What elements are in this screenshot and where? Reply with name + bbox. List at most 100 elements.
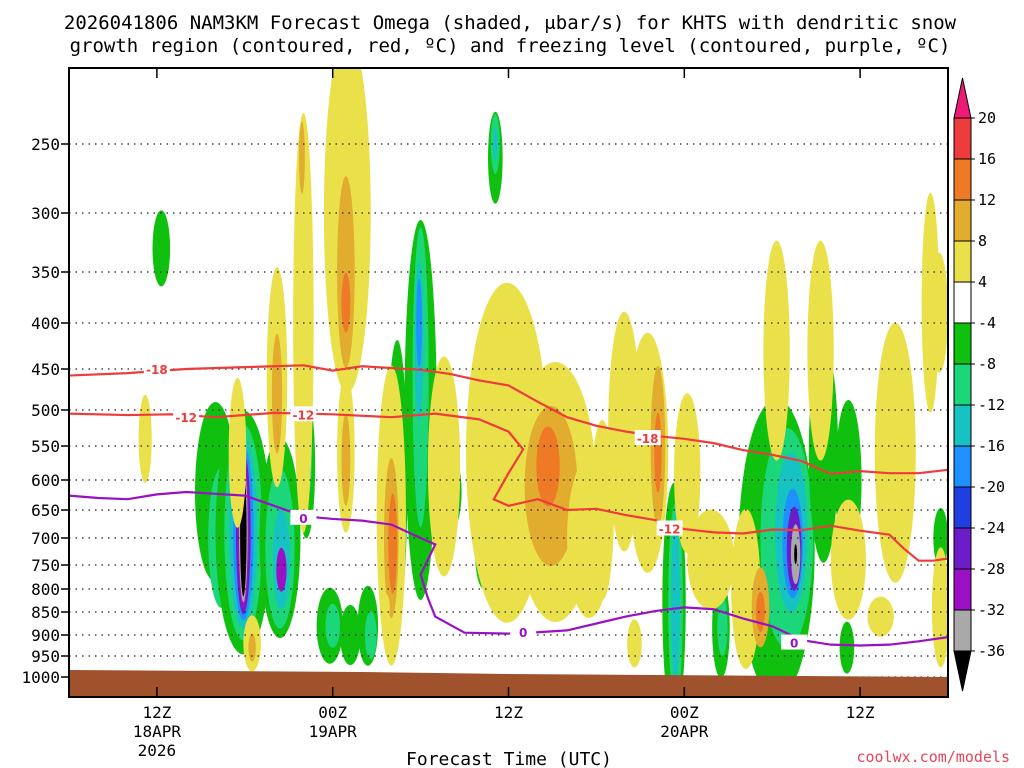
colorbar: 20 16 12 8 4 -4 -8 -12 -16 -20 -24 -28 -32 -36 [953, 77, 1005, 692]
colorbar-segment [953, 486, 972, 529]
omega-cell [388, 493, 398, 594]
omega-cell [341, 413, 351, 506]
omega-cell [839, 621, 855, 674]
ground-layer [69, 670, 948, 697]
omega-cell [756, 592, 765, 632]
contour-label: -18 [637, 432, 659, 446]
omega-cell [807, 240, 834, 461]
colorbar-label: 20 [978, 109, 996, 127]
omega-cell [674, 393, 701, 554]
y-tick-label: 550 [31, 437, 60, 456]
x-tick-label: 12Z [846, 703, 875, 722]
contour-label-bg [634, 430, 661, 446]
colorbar-segment [953, 240, 972, 283]
x-axis-label: Forecast Time (UTC) [406, 749, 612, 768]
x-tick-date: 19APR [309, 722, 358, 741]
colorbar-label: 12 [978, 191, 996, 209]
omega-cell [340, 605, 361, 665]
omega-cell [492, 128, 498, 160]
omega-cell [416, 279, 423, 367]
omega-cell [325, 603, 341, 648]
colorbar-label: -4 [978, 314, 996, 332]
colorbar-segment [953, 445, 972, 488]
contour-label: 0 [790, 637, 798, 651]
dgz-contour-label: -18 [146, 363, 168, 377]
y-tick-label: 850 [31, 603, 60, 622]
y-axis-ticks: 250 300 350 400 450 500 550 600 650 700 750 800 850 9… [21, 135, 69, 687]
y-tick-label: 250 [31, 135, 60, 154]
contour-lines: -18 -12 0 -18 -12 -12 0 0 [69, 361, 948, 651]
colorbar-segment [953, 404, 972, 447]
omega-cell [152, 210, 171, 287]
contour-line [69, 490, 948, 647]
y-tick-label: 400 [31, 314, 60, 333]
colorbar-segment [953, 322, 972, 365]
contour-label-bg [143, 361, 170, 376]
omega-cell [671, 522, 680, 683]
y-tick-label: 650 [31, 501, 60, 520]
omega-cell [337, 176, 355, 368]
colorbar-segment [953, 281, 972, 324]
dgz-contour-label: -12 [175, 411, 197, 425]
contour-line [69, 411, 948, 562]
omega-cell [830, 499, 866, 620]
freezing-level-label: 0 [519, 626, 527, 640]
omega-cell [228, 377, 247, 528]
omega-cell [381, 593, 390, 622]
x-tick-label: 00Z [318, 703, 347, 722]
chart-title-line2: growth region (contoured, red, ºC) and f… [70, 35, 951, 57]
y-tick-label: 900 [31, 626, 60, 645]
omega-cell [867, 596, 894, 637]
y-tick-label: 750 [31, 556, 60, 575]
contour-label-bg [173, 409, 200, 425]
omega-cell [763, 240, 790, 461]
contour-label-bg [510, 623, 537, 639]
colorbar-segment [953, 609, 972, 652]
contour-line [69, 364, 948, 476]
omega-cell [654, 412, 662, 493]
colorbar-label: -36 [978, 642, 1005, 660]
colorbar-label: -20 [978, 478, 1005, 496]
colorbar-label: -16 [978, 437, 1005, 455]
omega-cell [794, 544, 798, 565]
colorbar-bottom-arrow [953, 650, 972, 692]
y-tick-label: 1000 [21, 668, 60, 687]
y-tick-label: 500 [31, 401, 60, 420]
omega-cell [276, 547, 287, 592]
colorbar-label: -28 [978, 560, 1005, 578]
contour-label: 0 [299, 512, 307, 526]
colorbar-segment [953, 117, 972, 160]
colorbar-label: 8 [978, 232, 987, 250]
y-tick-label: 450 [31, 360, 60, 379]
colorbar-segment [953, 363, 972, 406]
omega-cell [271, 333, 283, 454]
contour-label-bg [290, 406, 317, 422]
contour-label: -12 [293, 408, 315, 422]
colorbar-label: -8 [978, 355, 996, 373]
contour-label-bg [781, 634, 808, 650]
x-tick-label: 12Z [494, 703, 523, 722]
contour-label-bg [656, 520, 683, 536]
omega-cell [299, 121, 305, 194]
chart-title-line1: 2026041806 NAM3KM Forecast Omega (shaded… [64, 12, 957, 34]
omega-cell [341, 272, 351, 333]
x-tick-label: 00Z [670, 703, 699, 722]
x-tick-label: 12Z [142, 703, 171, 722]
colorbar-label: 4 [978, 273, 987, 291]
y-tick-label: 800 [31, 580, 60, 599]
colorbar-label: -32 [978, 601, 1005, 619]
colorbar-top-arrow [953, 77, 972, 119]
colorbar-segment [953, 568, 972, 611]
omega-cell [536, 426, 560, 507]
contour-label-bg [290, 509, 317, 525]
y-tick-label: 600 [31, 471, 60, 490]
omega-cell [874, 322, 916, 583]
omega-cell [138, 394, 152, 483]
omega-cell [364, 611, 377, 659]
y-tick-label: 700 [31, 529, 60, 548]
colorbar-segment [953, 158, 972, 201]
colorbar-segment [953, 527, 972, 570]
x-tick-date: 18APR [133, 722, 182, 741]
x-tick-year: 2026 [138, 741, 177, 760]
